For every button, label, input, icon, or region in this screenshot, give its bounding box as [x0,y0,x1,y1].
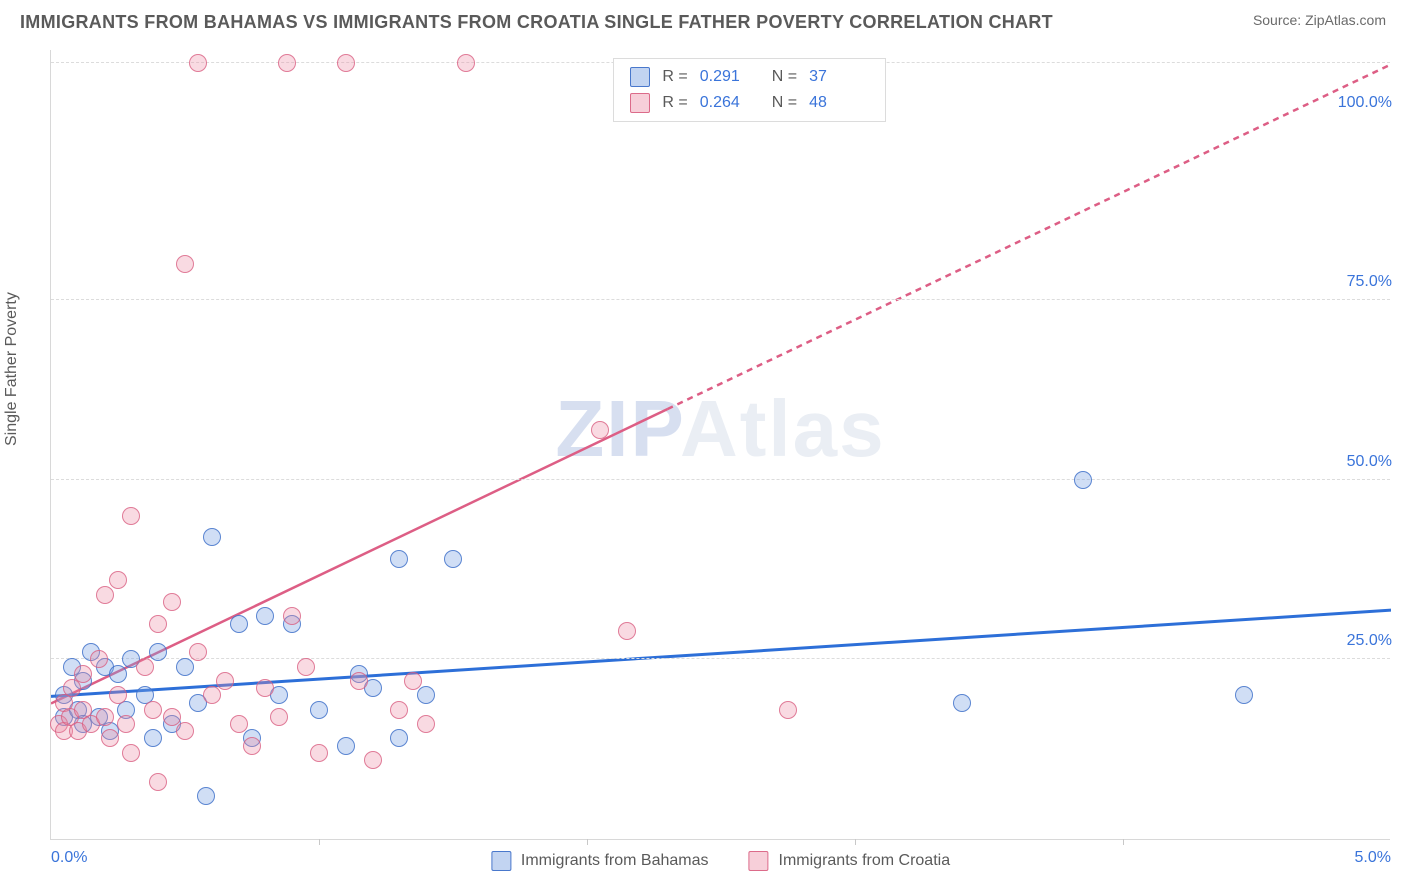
data-point-bahamas [144,729,162,747]
data-point-bahamas [230,615,248,633]
source-attribution: Source: ZipAtlas.com [1253,12,1386,28]
x-axis-legend: Immigrants from Bahamas Immigrants from … [479,851,962,871]
y-axis-label: Single Father Poverty [3,292,21,446]
data-point-croatia [256,679,274,697]
data-point-croatia [149,615,167,633]
data-point-croatia [203,686,221,704]
data-point-bahamas [203,528,221,546]
data-point-croatia [176,722,194,740]
data-point-croatia [283,607,301,625]
chart-area: ZIPAtlas R = 0.291 N = 37 R = 0.264 N = … [50,50,1390,840]
data-point-croatia [390,701,408,719]
data-point-croatia [337,54,355,72]
data-point-bahamas [444,550,462,568]
x-tick-label: 0.0% [51,849,87,867]
y-tick-label: 50.0% [1341,453,1392,471]
data-point-croatia [144,701,162,719]
data-point-croatia [109,686,127,704]
plot-region: ZIPAtlas R = 0.291 N = 37 R = 0.264 N = … [50,50,1390,840]
x-tick-mark [587,839,588,845]
corr-row-bahamas: R = 0.291 N = 37 [630,67,869,87]
data-point-croatia [117,715,135,733]
data-point-croatia [189,643,207,661]
swatch-bahamas [630,67,650,87]
grid-line-h [51,479,1390,480]
legend-item-croatia: Immigrants from Croatia [749,851,951,871]
y-tick-label: 25.0% [1341,632,1392,650]
data-point-croatia [96,708,114,726]
data-point-croatia [149,773,167,791]
y-tick-label: 100.0% [1332,94,1392,112]
data-point-bahamas [176,658,194,676]
data-point-bahamas [1074,471,1092,489]
y-tick-label: 75.0% [1341,273,1392,291]
data-point-bahamas [197,787,215,805]
corr-row-croatia: R = 0.264 N = 48 [630,93,869,113]
data-point-bahamas [337,737,355,755]
data-point-bahamas [256,607,274,625]
chart-title: IMMIGRANTS FROM BAHAMAS VS IMMIGRANTS FR… [20,12,1053,33]
data-point-croatia [163,593,181,611]
data-point-croatia [109,571,127,589]
legend-item-bahamas: Immigrants from Bahamas [491,851,709,871]
swatch-bahamas-x [491,851,511,871]
data-point-croatia [278,54,296,72]
data-point-bahamas [310,701,328,719]
data-point-croatia [96,586,114,604]
trend-lines [51,50,1391,840]
data-point-bahamas [149,643,167,661]
data-point-croatia [122,744,140,762]
data-point-croatia [189,54,207,72]
x-tick-label: 5.0% [1355,849,1391,867]
data-point-croatia [350,672,368,690]
data-point-croatia [779,701,797,719]
data-point-croatia [101,729,119,747]
data-point-croatia [364,751,382,769]
data-point-croatia [417,715,435,733]
data-point-croatia [230,715,248,733]
data-point-croatia [176,255,194,273]
data-point-croatia [90,650,108,668]
data-point-croatia [618,622,636,640]
grid-line-h [51,299,1390,300]
swatch-croatia [630,93,650,113]
data-point-croatia [457,54,475,72]
grid-line-h [51,658,1390,659]
x-tick-mark [319,839,320,845]
data-point-croatia [163,708,181,726]
data-point-croatia [122,507,140,525]
data-point-bahamas [953,694,971,712]
x-tick-mark [1123,839,1124,845]
x-tick-mark [855,839,856,845]
data-point-croatia [216,672,234,690]
data-point-bahamas [390,550,408,568]
data-point-croatia [136,658,154,676]
data-point-croatia [591,421,609,439]
data-point-croatia [297,658,315,676]
data-point-bahamas [417,686,435,704]
data-point-bahamas [390,729,408,747]
data-point-croatia [74,665,92,683]
data-point-bahamas [1235,686,1253,704]
data-point-croatia [243,737,261,755]
data-point-croatia [310,744,328,762]
swatch-croatia-x [749,851,769,871]
data-point-croatia [404,672,422,690]
data-point-bahamas [109,665,127,683]
correlation-legend-box: R = 0.291 N = 37 R = 0.264 N = 48 [613,58,886,122]
data-point-croatia [270,708,288,726]
chart-header: IMMIGRANTS FROM BAHAMAS VS IMMIGRANTS FR… [0,0,1406,37]
